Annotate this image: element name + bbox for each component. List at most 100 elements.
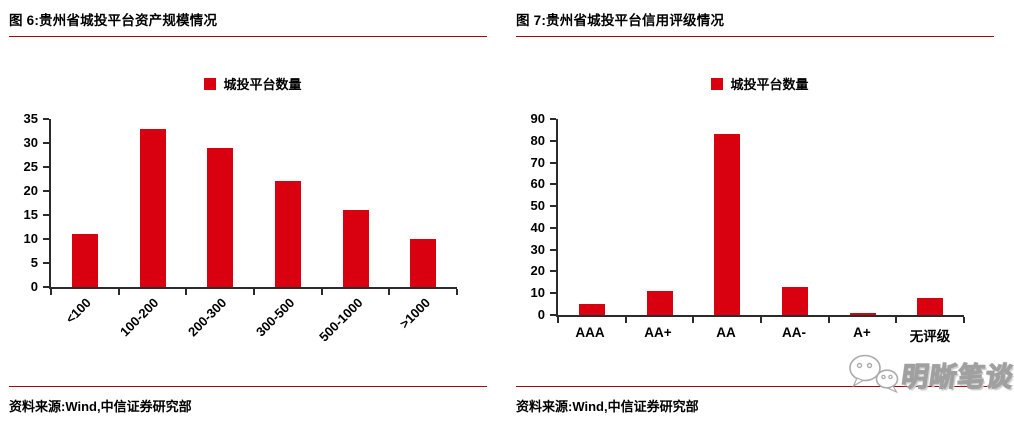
y-tick-label: 20 (23, 183, 38, 199)
source-text: 资料来源:Wind,中信证券研究部 (9, 399, 192, 414)
watermark: 明晰笔谈 (846, 352, 1014, 396)
figure-7-source-row: 资料来源:Wind,中信证券研究部 (516, 386, 994, 416)
x-tick-mark (185, 289, 188, 295)
x-tick-mark (456, 289, 458, 295)
y-tick-label: 80 (530, 132, 545, 148)
figure-6-bar-chart: 0 5 10 15 20 25 30 35 (9, 111, 487, 295)
x-tick-mark (692, 317, 695, 323)
source-text: 资料来源:Wind,中信证券研究部 (516, 399, 699, 414)
legend-swatch-icon (204, 77, 217, 90)
x-tick-label: 200-300 (185, 295, 230, 340)
bar-slot (51, 119, 119, 287)
x-tick-label: 300-500 (253, 295, 298, 340)
y-tick-mark (43, 286, 49, 288)
y-tick-mark (550, 118, 556, 120)
y-tick-mark (550, 161, 556, 164)
x-tick-label: A+ (853, 325, 871, 340)
x-tick-label: 100-200 (117, 295, 162, 340)
x-tick-mark (320, 289, 323, 295)
x-tick-mark (827, 317, 830, 323)
y-tick-mark (43, 262, 49, 265)
plot-area (43, 118, 458, 295)
y-tick-mark (550, 226, 556, 229)
y-tick-label: 5 (30, 255, 38, 271)
x-tick-label: 500-1000 (316, 295, 366, 345)
x-label-slot: A+ (828, 317, 896, 347)
bar-slot (761, 119, 829, 315)
figure-6-title: 图 6:贵州省城投平台资产规模情况 (9, 13, 218, 28)
y-tick-label: 30 (530, 241, 545, 257)
y-axis: 0 5 10 15 20 25 30 35 (9, 111, 49, 294)
wechat-icon (849, 354, 899, 394)
y-tick-label: 90 (530, 111, 545, 126)
bar (274, 181, 301, 287)
y-tick-label: 60 (530, 176, 545, 192)
y-tick-label: 0 (537, 307, 545, 322)
y-tick-mark (550, 314, 556, 316)
y-tick-mark (550, 205, 556, 208)
x-tick-mark (253, 289, 255, 295)
y-tick-mark (43, 166, 49, 168)
y-tick-label: 10 (23, 231, 38, 247)
x-label-slot: 200-300 (185, 289, 253, 353)
bar (849, 312, 876, 315)
watermark-text: 明晰笔谈 (899, 361, 1014, 392)
x-axis-labels: AAA AA+ AA AA- A+ 无评级 (556, 317, 994, 347)
bar-slot (626, 119, 694, 315)
x-tick-label: 无评级 (909, 329, 951, 344)
y-tick-mark (43, 142, 49, 144)
bar-slot (829, 119, 897, 315)
y-tick-mark (43, 214, 49, 216)
x-label-slot: 100-200 (117, 289, 185, 353)
y-tick-label: 20 (530, 263, 545, 279)
bar-slot (896, 119, 964, 315)
y-tick-label: 50 (530, 198, 545, 214)
x-tick-mark (388, 289, 391, 295)
x-label-slot: 无评级 (896, 317, 964, 347)
figure-6-legend: 城投平台数量 (49, 74, 457, 93)
x-tick-mark (624, 317, 627, 323)
bar (781, 286, 808, 315)
figure-7-legend: 城投平台数量 (556, 74, 964, 93)
x-tick-label: <100 (62, 295, 94, 327)
y-tick-mark (550, 270, 556, 273)
bar (207, 147, 234, 287)
x-tick-mark (117, 289, 120, 295)
y-tick-label: 0 (30, 279, 38, 294)
bar-slot (119, 119, 187, 287)
x-label-slot: AAA (556, 317, 624, 347)
bar (646, 291, 673, 315)
y-tick-mark (43, 118, 49, 120)
x-tick-mark (50, 289, 52, 295)
x-tick-label: AA+ (644, 325, 672, 340)
figure-6-panel: 图 6:贵州省城投平台资产规模情况 城投平台数量 0 5 10 15 20 25 30 35 … (9, 0, 487, 416)
x-tick-label: AA- (782, 325, 806, 340)
x-label-slot: AA- (760, 317, 828, 347)
bar (342, 210, 369, 287)
legend-swatch-icon (711, 77, 724, 90)
y-tick-label: 40 (530, 219, 545, 235)
bar (71, 234, 98, 287)
y-tick-label: 30 (23, 135, 38, 150)
figure-6-title-row: 图 6:贵州省城投平台资产规模情况 (9, 0, 487, 37)
x-tick-label: AAA (575, 325, 605, 340)
x-tick-mark (895, 317, 898, 323)
y-tick-mark (43, 238, 49, 241)
bar (139, 128, 166, 287)
legend-label: 城投平台数量 (730, 77, 809, 92)
figure-7-panel: 图 7:贵州省城投平台信用评级情况 城投平台数量 0 10 20 30 40 50 60 70… (507, 0, 1014, 431)
y-tick-mark (550, 248, 556, 251)
x-label-slot: 500-1000 (316, 289, 389, 353)
figure-7-bar-chart: 0 10 20 30 40 50 60 70 80 90 (516, 111, 994, 323)
y-tick-label: 70 (530, 154, 545, 170)
plot-area (550, 118, 965, 323)
y-tick-mark (550, 292, 556, 295)
legend-label: 城投平台数量 (223, 77, 302, 92)
y-tick-mark (43, 190, 49, 193)
y-tick-label: 35 (23, 111, 38, 126)
x-tick-label: AA (716, 325, 736, 340)
figure-7-title-row: 图 7:贵州省城投平台信用评级情况 (516, 0, 994, 37)
figure-6-source-row: 资料来源:Wind,中信证券研究部 (9, 386, 487, 416)
bar-slot (693, 119, 761, 315)
